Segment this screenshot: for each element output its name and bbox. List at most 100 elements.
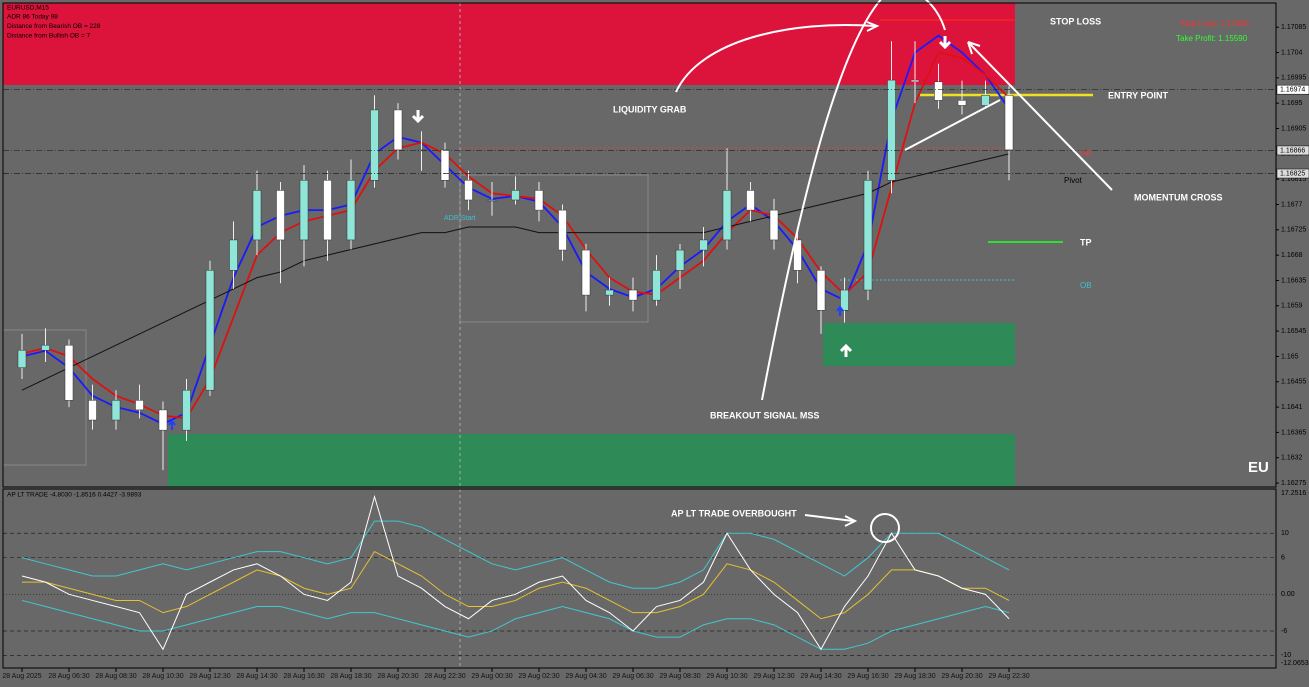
y-tick-label: 1.1632: [1281, 455, 1303, 462]
price-marker: 1.16866: [1280, 147, 1305, 154]
arrow-line: [804, 514, 858, 527]
x-tick-label: 29 Aug 04:30: [565, 673, 606, 680]
y-tick-label: 1.16455: [1281, 379, 1306, 386]
x-tick-label: 28 Aug 14:30: [236, 673, 277, 680]
symbol-label: EU: [1248, 459, 1269, 476]
candle-body: [652, 270, 661, 301]
candle-body: [252, 190, 262, 241]
y-tick-label: 1.165: [1281, 353, 1299, 360]
x-tick-label: 29 Aug 22:30: [988, 673, 1029, 680]
arrow-line: [967, 41, 1113, 191]
y-tick-label: 0.00: [1281, 591, 1295, 598]
bullish-zone: [168, 434, 1015, 487]
line: [21, 153, 1010, 391]
candle-body: [511, 190, 520, 201]
candle-body: [111, 400, 121, 421]
x-tick-label: 29 Aug 18:30: [894, 673, 935, 680]
candle-body: [816, 270, 826, 311]
x-tick-label: 28 Aug 16:30: [283, 673, 324, 680]
y-tick-label: 1.1659: [1281, 303, 1303, 310]
buy-arrow: [168, 419, 176, 430]
candle-body: [534, 190, 544, 211]
candle-body: [135, 400, 144, 411]
x-tick-label: 29 Aug 20:30: [941, 673, 982, 680]
y-tick-label: 17.2516: [1281, 490, 1306, 497]
x-tick-label: 29 Aug 14:30: [800, 673, 841, 680]
y-tick-label: 6: [1281, 555, 1285, 562]
y-tick-label: 1.1668: [1281, 252, 1303, 259]
chart-title: EURUSD,M15: [7, 5, 49, 12]
y-tick-label: 10: [1281, 530, 1289, 537]
x-tick-label: 28 Aug 10:30: [142, 673, 183, 680]
annotation: OB: [1080, 149, 1092, 158]
buy-arrow: [839, 343, 853, 357]
y-tick-label: -6: [1281, 628, 1287, 635]
annotation: Pivot: [1064, 176, 1083, 185]
annotation: Take Profit: 1.15590: [1176, 34, 1248, 43]
range-box: [459, 174, 649, 323]
x-tick-label: 29 Aug 00:30: [471, 673, 512, 680]
x-tick-label: 29 Aug 06:30: [612, 673, 653, 680]
y-tick-label: 1.17085: [1281, 24, 1306, 31]
annotation: AP LT TRADE OVERBOUGHT: [671, 508, 797, 518]
candle-body: [205, 270, 215, 391]
candle-body: [41, 344, 50, 351]
indicator-title: AP LT TRADE -4.8030 -1.8516 0.4427 -3.98…: [7, 492, 142, 499]
y-tick-label: 1.16635: [1281, 277, 1306, 284]
candle-body: [581, 249, 591, 296]
line: [21, 520, 1010, 589]
candle-body: [370, 109, 379, 181]
y-tick-label: 1.16275: [1281, 480, 1306, 487]
x-tick-label: 28 Aug 06:30: [48, 673, 89, 680]
candle-body: [558, 209, 567, 251]
x-tick-label: 28 Aug 18:30: [330, 673, 371, 680]
candle-body: [746, 190, 755, 211]
x-tick-label: 28 Aug 12:30: [189, 673, 230, 680]
candle-body: [793, 239, 802, 271]
price-marker-box: [1276, 168, 1309, 179]
candle-body: [440, 149, 450, 181]
candle-body: [863, 180, 873, 291]
y-tick-label: -12.0653: [1281, 660, 1309, 667]
y-tick-label: 1.1641: [1281, 404, 1303, 411]
candle-body: [675, 249, 685, 271]
x-tick-label: 29 Aug 08:30: [659, 673, 700, 680]
y-tick-label: 1.16905: [1281, 125, 1306, 132]
annotation: STOP LOSS: [1050, 16, 1101, 26]
price-marker-box: [1276, 145, 1309, 156]
arrow-line: [904, 99, 1001, 151]
candle-body: [323, 180, 332, 241]
main-panel-frame: [2, 2, 1277, 488]
annotation: TP: [1080, 237, 1092, 247]
bullish-ob-zone: [823, 323, 1015, 366]
line: [21, 494, 1010, 651]
zones: [2, 3, 1093, 668]
candle-body: [628, 289, 638, 301]
x-tick-label: 28 Aug 22:30: [424, 673, 465, 680]
bearish-zone: [3, 3, 1015, 85]
y-tick-label: 1.1677: [1281, 201, 1303, 208]
annotation: BREAKOUT SIGNAL MSS: [710, 410, 819, 420]
arrow-head: [866, 21, 880, 32]
y-tick-label: 1.16545: [1281, 328, 1306, 335]
candle-body: [487, 199, 497, 202]
candle-body: [346, 180, 356, 241]
x-tick-label: 29 Aug 12:30: [753, 673, 794, 680]
annotation: MOMENTUM CROSS: [1134, 192, 1223, 202]
x-tick-label: 29 Aug 10:30: [706, 673, 747, 680]
candle-body: [88, 400, 97, 421]
y-tick-label: 1.16365: [1281, 429, 1306, 436]
price-marker-box: [1276, 84, 1309, 95]
candle-body: [299, 180, 309, 241]
info-text: Distance from Bullish OB = 7: [7, 33, 91, 40]
candle-body: [769, 209, 779, 241]
candle-body: [840, 289, 849, 311]
y-tick-label: 1.16815: [1281, 176, 1306, 183]
x-tick-label: 28 Aug 2025: [2, 673, 41, 680]
x-tick-label: 28 Aug 08:30: [95, 673, 136, 680]
x-tick-label: 28 Aug 20:30: [377, 673, 418, 680]
candle-body: [182, 389, 191, 431]
candle-body: [464, 180, 473, 201]
